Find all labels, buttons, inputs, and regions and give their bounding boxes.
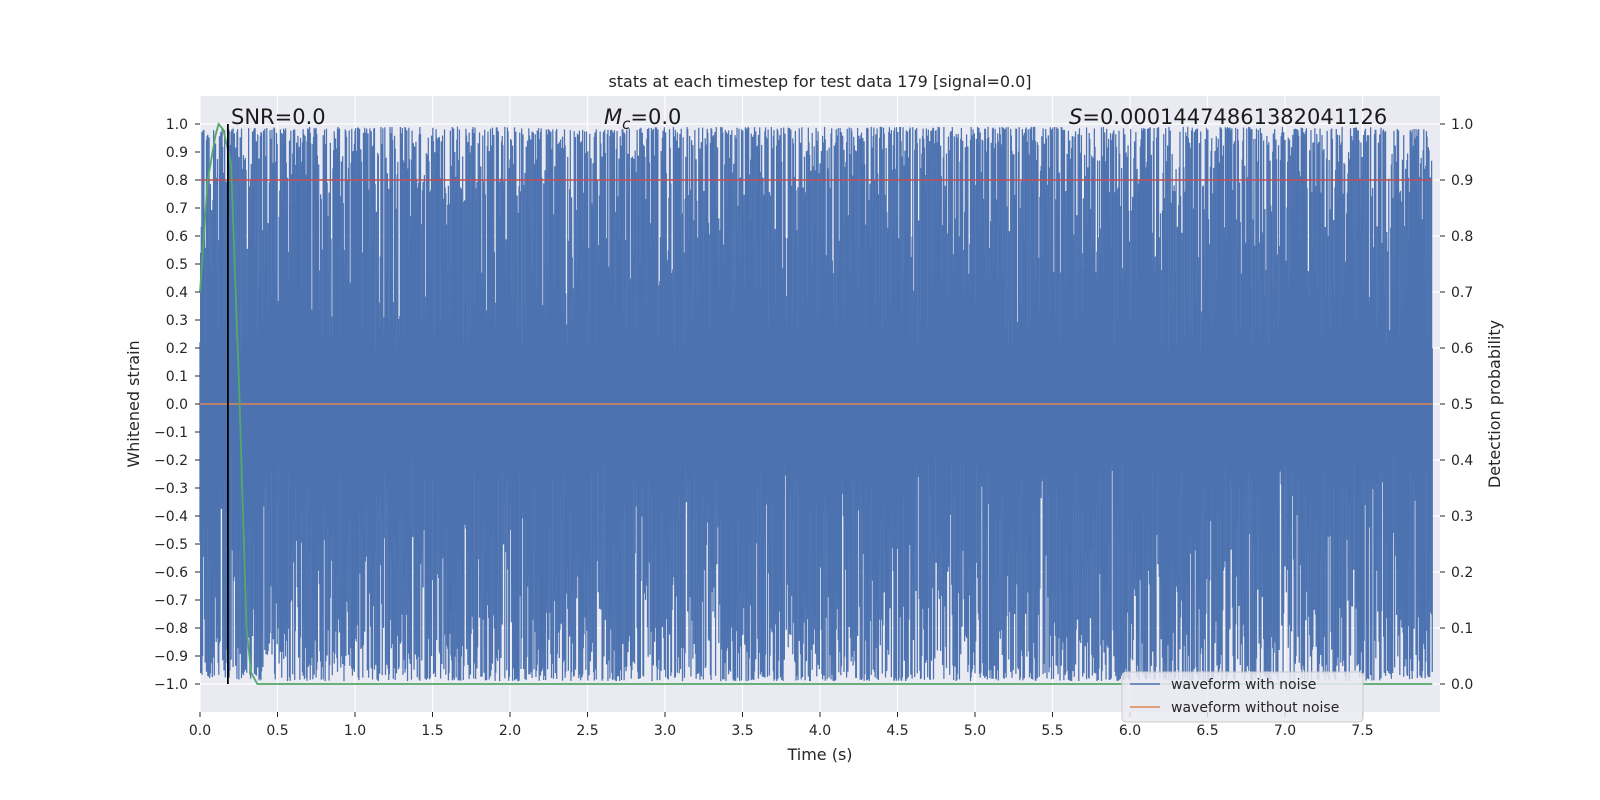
legend: waveform with noise waveform without noi… [1121, 671, 1364, 723]
x-tick-label: 2.0 [499, 723, 521, 739]
legend-label-clean: waveform without noise [1171, 700, 1339, 716]
y-left-tick-label: 1.0 [166, 117, 188, 133]
s-symbol: S [1069, 105, 1082, 129]
mc-annotation: Mc=0.0 [604, 105, 681, 133]
y-left-tick-label: 0.3 [166, 313, 188, 329]
x-tick-label: 6.5 [1196, 723, 1218, 739]
y-left-tick-label: −0.5 [154, 537, 188, 553]
mc-value: =0.0 [630, 105, 681, 129]
y-right-tick-label: 0.3 [1451, 509, 1473, 525]
y-left-tick-label: −0.7 [154, 593, 188, 609]
x-tick-label: 2.5 [576, 723, 598, 739]
x-tick-label: 0.5 [266, 723, 288, 739]
y-left-tick-label: −0.6 [154, 565, 188, 581]
ticks: 0.0 0.5 1.0 1.5 2.0 2.5 3.0 3.5 4.0 4.5 5.0 5.5 6.0 6… [154, 117, 1473, 739]
x-tick-label: 3.5 [731, 723, 753, 739]
x-tick-label: 4.0 [809, 723, 831, 739]
y-left-tick-label: 0.1 [166, 369, 188, 385]
y-right-tick-label: 0.9 [1451, 173, 1473, 189]
detection-probability-line [199, 122, 1433, 685]
y-left-tick-label: 0.5 [166, 257, 188, 273]
chart-title: stats at each timestep for test data 179… [608, 72, 1031, 91]
x-tick-label: 1.0 [344, 723, 366, 739]
x-tick-label: 3.0 [654, 723, 676, 739]
x-tick-label: 5.5 [1041, 723, 1063, 739]
y-left-tick-label: −0.1 [154, 425, 188, 441]
y-right-tick-label: 0.8 [1451, 229, 1473, 245]
s-annotation: S=0.00014474861382041126 [1069, 105, 1387, 129]
y-axis-label-left: Whitened strain [124, 340, 143, 467]
snr-annotation: SNR=0.0 [231, 105, 326, 129]
y-right-tick-label: 1.0 [1451, 117, 1473, 133]
x-axis-label: Time (s) [786, 745, 852, 764]
y-left-tick-label: 0.0 [166, 397, 188, 413]
y-left-tick-label: 0.9 [166, 145, 188, 161]
x-tick-label: 0.0 [189, 723, 211, 739]
y-left-tick-label: 0.6 [166, 229, 188, 245]
y-right-tick-label: 0.7 [1451, 285, 1473, 301]
y-left-tick-label: 0.4 [166, 285, 188, 301]
y-left-tick-label: −0.8 [154, 621, 188, 637]
x-tick-label: 7.5 [1351, 723, 1373, 739]
y-left-tick-label: −0.4 [154, 509, 188, 525]
y-axis-label-right: Detection probability [1485, 320, 1504, 488]
y-left-tick-label: −0.3 [154, 481, 188, 497]
legend-box [1121, 671, 1364, 723]
legend-label-noise: waveform with noise [1171, 677, 1316, 693]
x-tick-label: 5.0 [964, 723, 986, 739]
y-left-tick-label: −0.2 [154, 453, 188, 469]
y-right-tick-label: 0.5 [1451, 397, 1473, 413]
mc-symbol: M [604, 105, 622, 129]
y-left-tick-label: 0.8 [166, 173, 188, 189]
y-left-tick-label: −1.0 [154, 677, 188, 693]
y-right-tick-label: 0.4 [1451, 453, 1473, 469]
x-tick-label: 4.5 [886, 723, 908, 739]
s-value: =0.00014474861382041126 [1082, 105, 1387, 129]
y-right-tick-label: 0.2 [1451, 565, 1473, 581]
y-right-tick-label: 0.0 [1451, 677, 1473, 693]
y-left-tick-label: 0.2 [166, 341, 188, 357]
y-left-tick-label: 0.7 [166, 201, 188, 217]
mc-subscript: c [622, 115, 631, 133]
y-right-tick-label: 0.1 [1451, 621, 1473, 637]
y-left-tick-label: −0.9 [154, 649, 188, 665]
x-tick-label: 7.0 [1274, 723, 1296, 739]
y-right-tick-label: 0.6 [1451, 341, 1473, 357]
line-series [199, 122, 1433, 685]
x-tick-label: 1.5 [421, 723, 443, 739]
x-tick-label: 6.0 [1119, 723, 1141, 739]
